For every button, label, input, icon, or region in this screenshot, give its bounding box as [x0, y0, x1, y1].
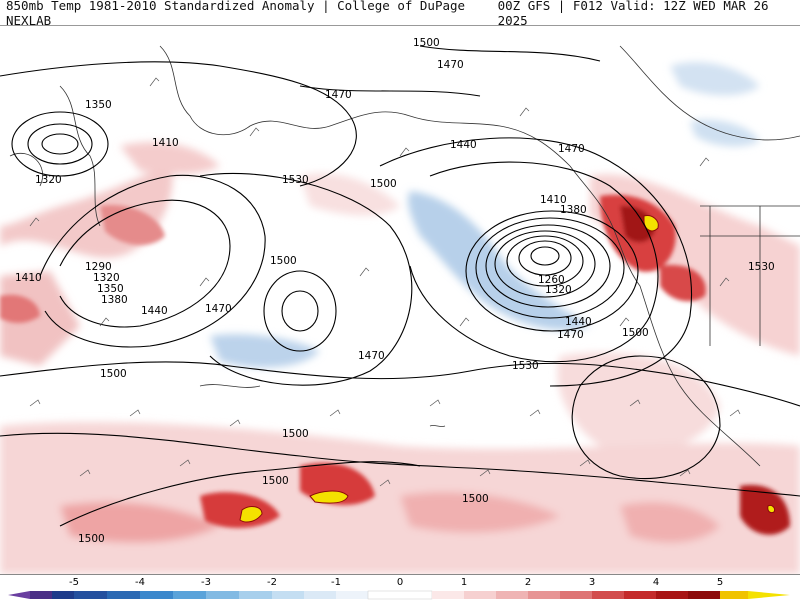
colorbar-tick-label: -3 [201, 577, 211, 588]
contour-label: 1470 [358, 350, 385, 362]
contour-label: 1440 [141, 305, 168, 317]
colorbar-swatches [8, 590, 790, 600]
contour-label: 1500 [262, 475, 289, 487]
contour-label: 1500 [100, 368, 127, 380]
colorbar-tick-label: 4 [653, 577, 659, 588]
colorbar-tick-label: 3 [589, 577, 595, 588]
colorbar-tick-label: -4 [135, 577, 145, 588]
contour-label: 1530 [282, 174, 309, 186]
contour-label: 1410 [540, 194, 567, 206]
contour-label: 1380 [560, 204, 587, 216]
colorbar-tick-label: 5 [717, 577, 723, 588]
anomaly-shading [0, 62, 800, 574]
height-contours [0, 45, 800, 527]
contour-label: 1350 [85, 99, 112, 111]
contour-label: 1470 [558, 143, 585, 155]
contour-label: 1500 [282, 428, 309, 440]
anomaly-map: 1500 1470 1350 1470 1410 1320 1440 1470 … [0, 26, 800, 574]
wind-barbs [29, 77, 741, 487]
contour-label: 1500 [462, 493, 489, 505]
run-info: 00Z GFS | F012 Valid: 12Z WED MAR 26 202… [497, 0, 769, 28]
contour-label: 1500 [78, 533, 105, 545]
colorbar-tick-label: -5 [69, 577, 79, 588]
contour-label: 1500 [413, 37, 440, 49]
contour-label: 1260 [538, 274, 565, 286]
colorbar-tick-label: 1 [461, 577, 467, 588]
contour-label: 1470 [557, 329, 584, 341]
contour-label: 1500 [270, 255, 297, 267]
coastlines [9, 45, 800, 467]
map-title: 850mb Temp 1981-2010 Standardized Anomal… [6, 0, 466, 28]
contour-label: 1290 [85, 261, 112, 273]
contour-label: 1500 [370, 178, 397, 190]
colorbar-canvas: -5 -4 -3 -2 -1 0 1 2 3 4 5 [8, 577, 790, 600]
extreme-anomaly-spots [239, 215, 775, 523]
colorbar-tick-label: 0 [397, 577, 403, 588]
colorbar: -5 -4 -3 -2 -1 0 1 2 3 4 5 [0, 574, 800, 601]
contour-label: 1500 [622, 327, 649, 339]
contour-label: 1530 [512, 360, 539, 372]
colorbar-tick-label: -1 [331, 577, 341, 588]
contour-label: 1440 [450, 139, 477, 151]
contour-label: 1320 [545, 284, 572, 296]
contour-label: 1530 [748, 261, 775, 273]
contour-label: 1320 [35, 174, 62, 186]
contour-labels: 1500 1470 1350 1470 1410 1320 1440 1470 … [15, 37, 775, 545]
contour-label: 1470 [437, 59, 464, 71]
contour-label: 1350 [97, 283, 124, 295]
contour-label: 1320 [93, 272, 120, 284]
map-canvas: 1500 1470 1350 1470 1410 1320 1440 1470 … [0, 26, 800, 574]
map-header: 850mb Temp 1981-2010 Standardized Anomal… [0, 0, 800, 28]
contour-label: 1470 [205, 303, 232, 315]
colorbar-tick-label: 2 [525, 577, 531, 588]
contour-label: 1470 [325, 89, 352, 101]
contour-label: 1410 [152, 137, 179, 149]
colorbar-tick-label: -2 [267, 577, 277, 588]
contour-label: 1410 [15, 272, 42, 284]
contour-label: 1440 [565, 316, 592, 328]
colorbar-labels: -5 -4 -3 -2 -1 0 1 2 3 4 5 [69, 577, 723, 588]
contour-label: 1380 [101, 294, 128, 306]
